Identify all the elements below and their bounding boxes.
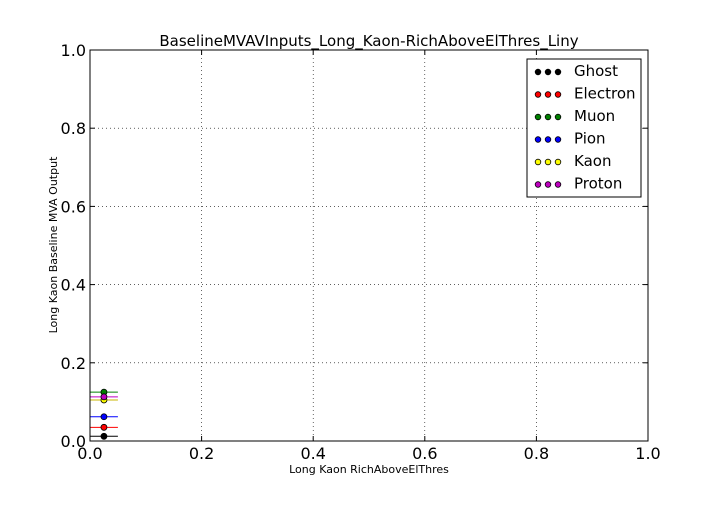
legend-marker-muon [544,113,552,121]
legend-marker-kaon [534,158,542,166]
data-points [90,388,118,440]
legend-marker-pion [554,136,562,143]
x-tick-label: 0.2 [189,444,214,463]
legend-marker-pion [544,136,552,143]
legend-marker-proton [534,181,542,188]
legend-marker-pion [534,136,542,143]
legend-label-ghost: Ghost [574,62,618,80]
axis-ticks: 0.0 0.2 0.4 0.6 0.8 1.0 0.0 0.2 0.4 0.6 0.8 1.0 [61,41,661,463]
legend-marker-electron [554,91,562,98]
legend-marker-electron [534,91,542,98]
data-point-ghost [100,432,108,440]
legend-marker-kaon [554,158,562,166]
legend-box [526,58,642,198]
legend-marker-kaon [544,158,552,166]
legend-marker-proton [544,181,552,188]
x-tick-label: 0.6 [412,444,437,463]
y-tick-label: 1.0 [61,41,86,60]
x-tick-label: 0.8 [524,444,549,463]
y-tick-label: 0.0 [61,432,86,451]
legend-label-kaon: Kaon [574,152,611,170]
plot-frame [89,49,649,442]
x-tick-label: 0.4 [300,444,325,463]
legend-marker-electron [544,91,552,98]
legend: Ghost Electron Muon Pion Kaon Proton [526,58,642,198]
data-point-electron [100,423,108,431]
data-point-pion [100,413,108,421]
y-tick-label: 0.2 [61,354,86,373]
legend-marker-muon [554,113,562,121]
y-axis-label: Long Kaon Baseline MVA Output [47,156,60,333]
legend-marker-muon [534,113,542,121]
x-axis-label: Long Kaon RichAboveElThres [289,463,449,476]
legend-label-electron: Electron [574,85,636,103]
data-point-proton [100,393,108,401]
legend-marker-ghost [554,68,562,76]
chart-title: BaselineMVAVInputs_Long_Kaon-RichAboveEl… [159,32,578,51]
legend-label-muon: Muon [574,107,615,125]
legend-marker-ghost [534,68,542,76]
y-tick-label: 0.4 [61,276,86,295]
y-tick-label: 0.8 [61,119,86,138]
legend-label-pion: Pion [574,130,606,148]
x-tick-label: 1.0 [635,444,660,463]
legend-marker-proton [554,181,562,188]
y-tick-label: 0.6 [61,197,86,216]
legend-label-proton: Proton [574,175,622,193]
x-tick-label: 0.0 [77,444,102,463]
legend-marker-ghost [544,68,552,76]
